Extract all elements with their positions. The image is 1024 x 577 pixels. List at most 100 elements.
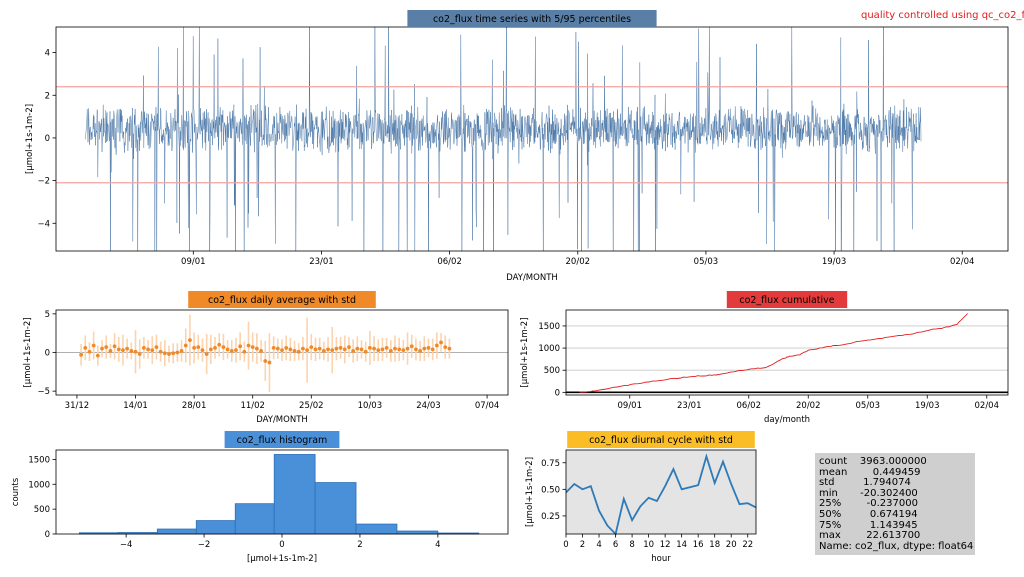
- daily-point: [217, 342, 222, 347]
- daily-point: [342, 347, 347, 352]
- daily-point: [179, 349, 184, 353]
- daily-point: [175, 350, 180, 355]
- daily-point: [426, 345, 431, 350]
- hist-xlabel: [μmol+1s-1m-2]: [247, 554, 317, 564]
- daily-point: [158, 349, 163, 354]
- ts-xlabel: DAY/MONTH: [506, 273, 558, 283]
- ts-ytick-label: −4: [37, 219, 50, 229]
- cum-ytick-label: 1500: [538, 322, 560, 332]
- daily-point: [430, 347, 435, 352]
- daily-point: [95, 353, 100, 358]
- daily-point: [200, 348, 205, 353]
- daily-point: [305, 348, 310, 353]
- ts-ytick-label: −2: [37, 177, 50, 187]
- diurnal-xtick-label: 2: [580, 540, 585, 550]
- cum-xtick-label: 06/02: [737, 401, 762, 411]
- daily-point: [355, 346, 360, 351]
- diurnal-axes-frame: [565, 449, 757, 535]
- hist-bar: [234, 503, 275, 535]
- daily-point: [388, 349, 393, 353]
- daily-ylabel: [μmol+1s-1m-2]: [23, 317, 33, 387]
- daily-point: [288, 347, 293, 352]
- hist-bar: [355, 523, 398, 535]
- daily-xtick-label: 31/12: [65, 401, 90, 411]
- daily-point: [87, 349, 92, 354]
- hist-bar: [156, 528, 197, 535]
- daily-point: [125, 346, 130, 351]
- diurnal-xtick-label: 22: [742, 540, 753, 550]
- daily-point: [254, 346, 259, 351]
- daily-point: [363, 349, 368, 354]
- daily-point: [414, 347, 418, 352]
- daily-point: [213, 345, 217, 350]
- daily-point: [418, 349, 423, 353]
- daily-point: [192, 345, 197, 350]
- daily-xlabel: DAY/MONTH: [256, 415, 308, 425]
- daily-point: [267, 360, 272, 365]
- daily-xtick-label: 24/03: [416, 401, 441, 411]
- stats-text: count 3963.000000 mean 0.449459 std 1.79…: [819, 456, 974, 552]
- cum-xtick-label: 02/04: [975, 401, 1000, 411]
- daily-point: [133, 349, 138, 354]
- daily-point: [275, 346, 280, 351]
- hist-xtick-label: 0: [279, 540, 284, 550]
- daily-point: [284, 345, 289, 350]
- daily-xtick-label: 10/03: [358, 401, 383, 411]
- daily-point: [367, 345, 372, 350]
- daily-point: [372, 346, 376, 351]
- daily-point: [204, 352, 209, 356]
- ts-title: co2_flux time series with 5/95 percentil…: [433, 14, 631, 25]
- daily-point: [271, 345, 276, 350]
- daily-point: [301, 346, 305, 351]
- daily-point: [167, 352, 171, 356]
- hist-bar: [314, 482, 357, 535]
- hist-ytick-label: 1500: [28, 455, 50, 465]
- daily-point: [100, 346, 104, 351]
- diurnal-ylabel: [μmol+1s-1m-2]: [525, 457, 535, 527]
- ts-xtick-label: 06/02: [437, 257, 462, 267]
- hist-title-bg: [224, 431, 340, 448]
- daily-point: [188, 338, 192, 343]
- diurnal-xtick-label: 8: [629, 540, 634, 550]
- daily-title-bg: [188, 291, 376, 308]
- diurnal-xlabel: hour: [651, 554, 671, 564]
- daily-point: [393, 346, 397, 351]
- cum-xtick-label: 23/01: [677, 401, 702, 411]
- qc-note: quality controlled using qc_co2_fl: [861, 10, 1024, 21]
- daily-ytick-label: −5: [37, 387, 50, 397]
- daily-point: [405, 346, 410, 351]
- hist-xtick-label: −2: [198, 540, 211, 550]
- daily-point: [434, 343, 439, 348]
- daily-point: [108, 349, 113, 353]
- daily-ytick-label: 0: [45, 349, 50, 359]
- diurnal-series-line: [565, 453, 757, 536]
- daily-point: [334, 346, 339, 351]
- diurnal-xtick-label: 10: [643, 540, 654, 550]
- diurnal-xtick-label: 18: [709, 540, 720, 550]
- daily-point: [146, 347, 150, 352]
- diurnal-xtick-label: 6: [613, 540, 618, 550]
- daily-point: [347, 345, 351, 349]
- ts-ylabel: [μmol+1s-1m-2]: [25, 104, 35, 174]
- daily-point: [359, 347, 364, 352]
- daily-title: co2_flux daily average with std: [208, 295, 356, 306]
- ts-ytick-label: 2: [45, 91, 50, 101]
- daily-point: [183, 343, 188, 348]
- daily-point: [141, 345, 146, 350]
- daily-xtick-label: 14/01: [123, 401, 148, 411]
- daily-point: [447, 346, 452, 351]
- daily-ytick-label: 5: [45, 310, 50, 320]
- daily-xtick-label: 25/02: [299, 401, 324, 411]
- ts-xtick-label: 23/01: [309, 257, 334, 267]
- ts-xtick-label: 02/04: [950, 257, 975, 267]
- ts-xtick-label: 09/01: [181, 257, 206, 267]
- daily-point: [422, 346, 427, 351]
- hist-ytick-label: 0: [45, 530, 50, 540]
- daily-point: [221, 345, 226, 349]
- hist-bar: [195, 520, 236, 535]
- daily-point: [225, 347, 230, 352]
- diurnal-title-bg: [567, 431, 755, 448]
- daily-point: [150, 348, 155, 353]
- hist-xtick-label: 2: [357, 540, 362, 550]
- ts-xtick-label: 20/02: [566, 257, 591, 267]
